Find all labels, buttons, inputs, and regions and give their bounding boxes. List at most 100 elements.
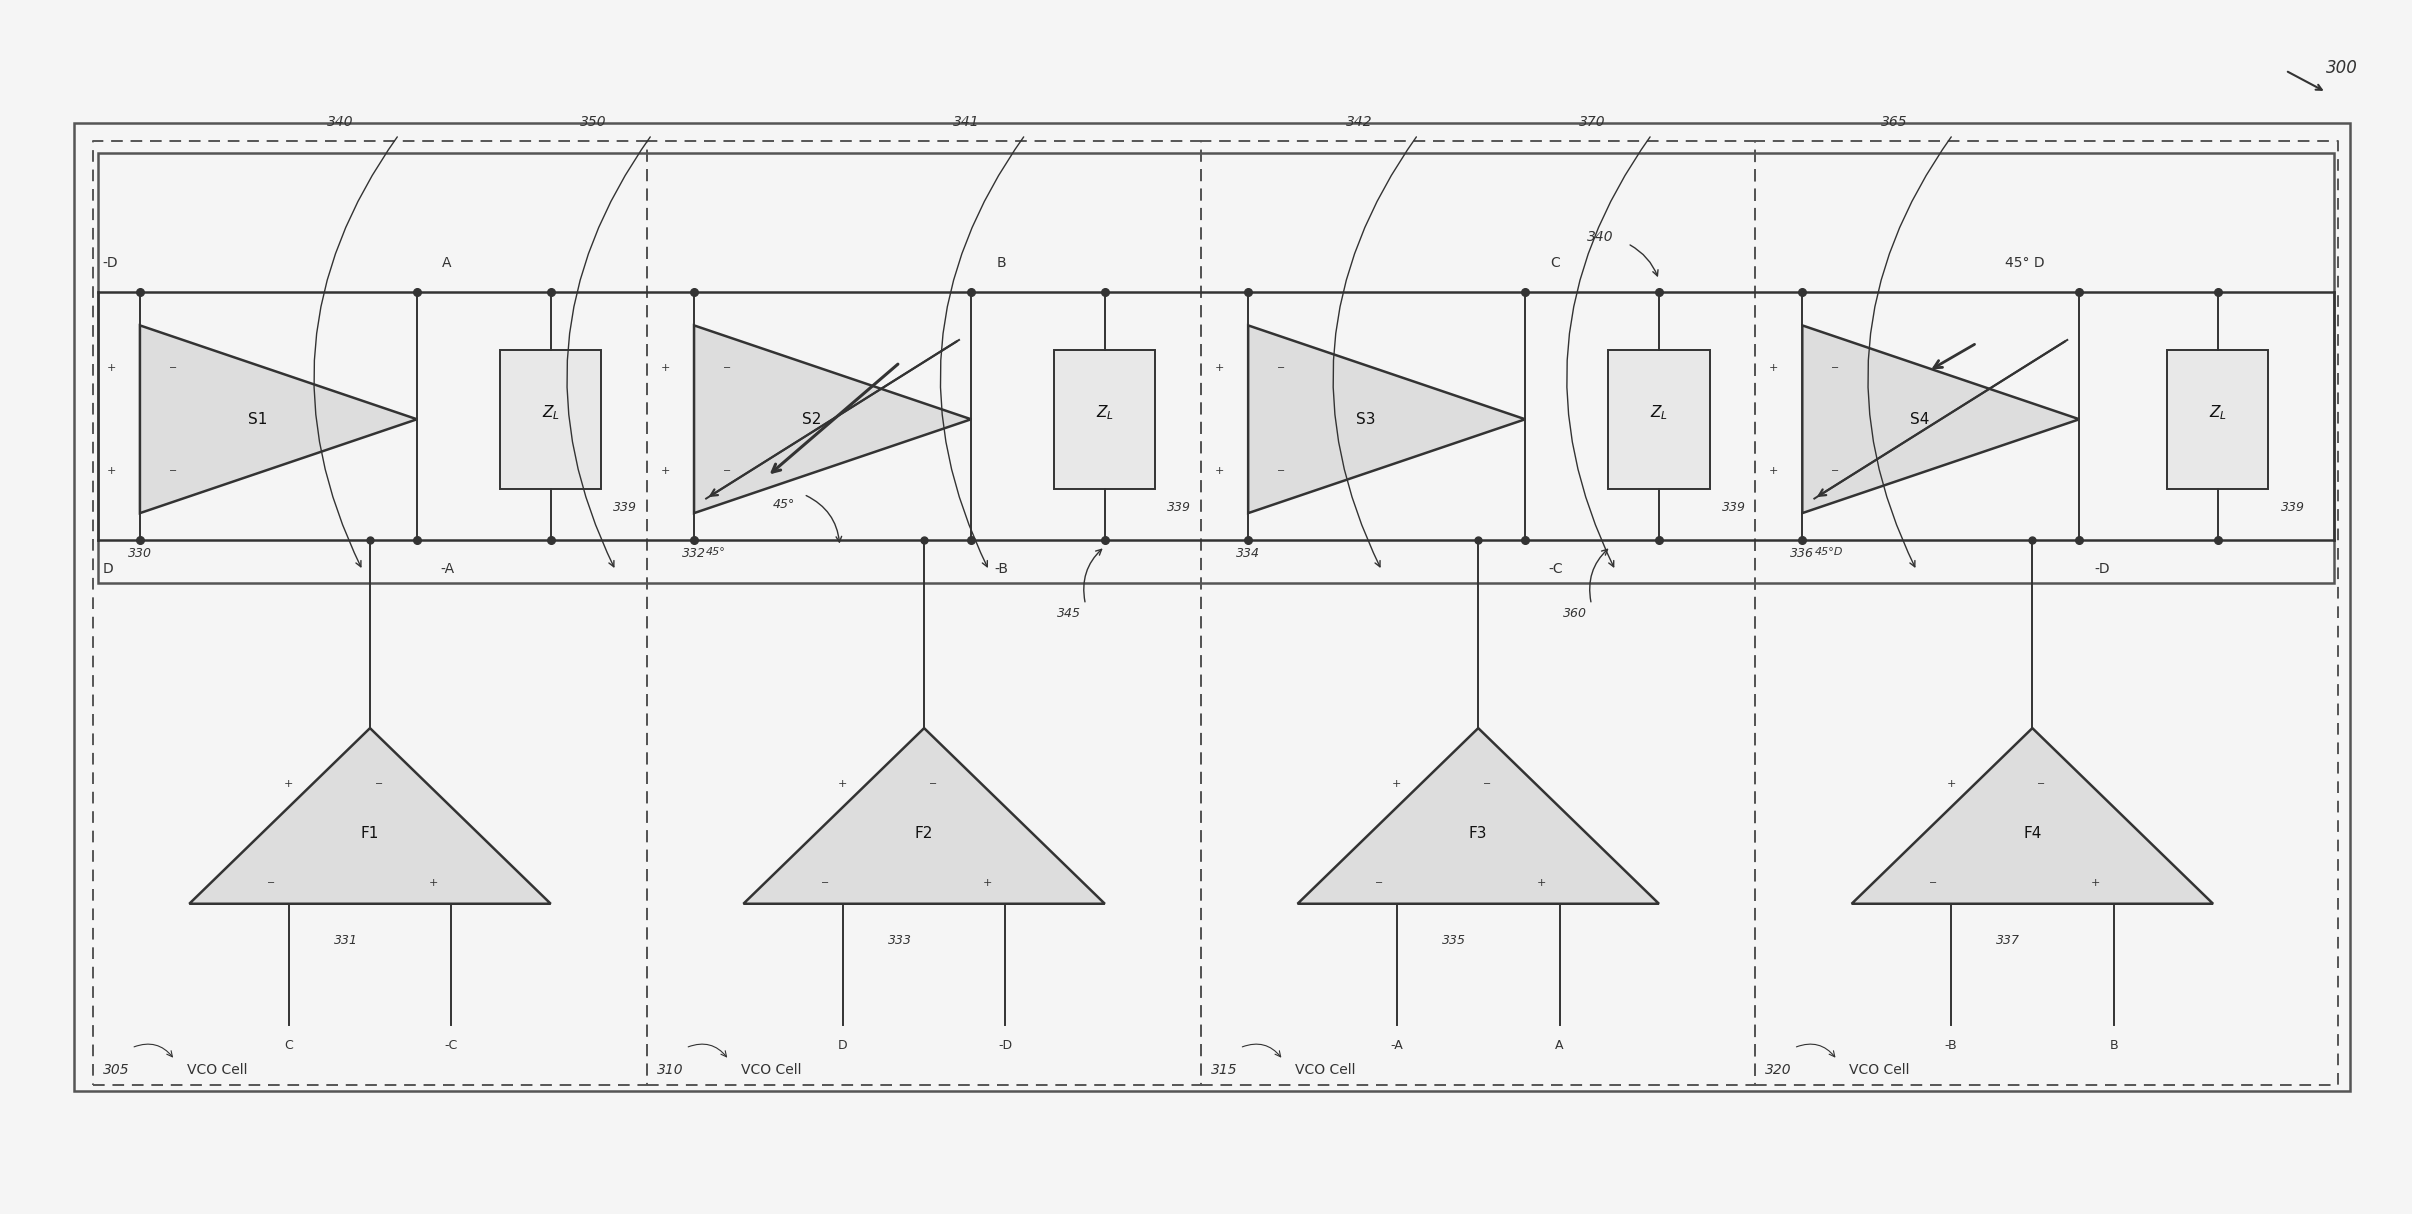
Text: 45°: 45° (774, 498, 796, 511)
Text: +: + (837, 779, 847, 789)
Text: -D: -D (2094, 562, 2110, 577)
Text: +: + (1392, 779, 1401, 789)
Text: -B: -B (994, 562, 1008, 577)
Bar (2168, 350, 2267, 489)
Text: 345: 345 (1056, 607, 1081, 620)
Text: +: + (106, 466, 116, 476)
Text: +: + (1216, 363, 1223, 373)
Text: A: A (1556, 1039, 1563, 1053)
Text: 339: 339 (613, 501, 637, 514)
Text: $Z_L$: $Z_L$ (1095, 403, 1114, 421)
Text: 45°D: 45°D (1814, 548, 1843, 557)
Text: D: D (104, 562, 113, 577)
Text: −: − (2038, 779, 2045, 789)
Bar (1609, 350, 1710, 489)
Polygon shape (1802, 325, 2079, 514)
Text: 335: 335 (1442, 934, 1466, 947)
Text: -D: -D (999, 1039, 1013, 1053)
Text: −: − (1930, 878, 1937, 887)
Text: 341: 341 (953, 114, 979, 129)
Text: −: − (374, 779, 384, 789)
Text: 330: 330 (128, 548, 152, 560)
Text: 339: 339 (1167, 501, 1192, 514)
Text: −: − (1483, 779, 1491, 789)
Text: C: C (1551, 256, 1561, 271)
Polygon shape (1852, 728, 2214, 903)
Text: 331: 331 (333, 934, 357, 947)
Text: 45° D: 45° D (2004, 256, 2045, 271)
Text: −: − (169, 363, 176, 373)
Text: +: + (106, 363, 116, 373)
Text: 320: 320 (1766, 1062, 1792, 1077)
Text: 339: 339 (1722, 501, 1746, 514)
Polygon shape (695, 325, 972, 514)
Text: 310: 310 (656, 1062, 683, 1077)
Text: -A: -A (1392, 1039, 1404, 1053)
Text: 305: 305 (104, 1062, 130, 1077)
Text: -B: -B (1944, 1039, 1959, 1053)
Text: −: − (268, 878, 275, 887)
Text: −: − (1375, 878, 1382, 887)
Text: 339: 339 (2279, 501, 2303, 514)
Text: 342: 342 (1346, 114, 1372, 129)
Text: $Z_L$: $Z_L$ (1650, 403, 1669, 421)
Text: 340: 340 (1587, 229, 1614, 244)
Text: +: + (982, 878, 991, 887)
Text: $Z_L$: $Z_L$ (2209, 403, 2226, 421)
Text: VCO Cell: VCO Cell (740, 1062, 801, 1077)
Text: 45°: 45° (707, 548, 726, 557)
Text: −: − (1831, 363, 1840, 373)
Text: 333: 333 (888, 934, 912, 947)
Text: 334: 334 (1235, 548, 1259, 560)
Text: 350: 350 (579, 114, 605, 129)
Text: +: + (1768, 363, 1778, 373)
Text: 365: 365 (1881, 114, 1908, 129)
Text: D: D (837, 1039, 847, 1053)
Text: 315: 315 (1211, 1062, 1237, 1077)
Text: −: − (724, 363, 731, 373)
Text: +: + (661, 466, 671, 476)
Polygon shape (743, 728, 1105, 903)
Text: +: + (661, 363, 671, 373)
Text: +: + (1768, 466, 1778, 476)
Text: F2: F2 (914, 826, 933, 841)
Text: −: − (169, 466, 176, 476)
Text: 360: 360 (1563, 607, 1587, 620)
Text: B: B (2110, 1039, 2118, 1053)
Text: 300: 300 (2325, 59, 2359, 76)
Text: A: A (441, 256, 451, 271)
Text: −: − (1276, 466, 1286, 476)
Text: F4: F4 (2024, 826, 2041, 841)
Text: -A: -A (439, 562, 453, 577)
Text: S3: S3 (1356, 412, 1375, 427)
Text: -C: -C (444, 1039, 458, 1053)
Text: -C: -C (1549, 562, 1563, 577)
Text: 336: 336 (1790, 548, 1814, 560)
Text: S2: S2 (803, 412, 822, 427)
Text: 337: 337 (1997, 934, 2021, 947)
Text: VCO Cell: VCO Cell (1850, 1062, 1910, 1077)
Text: S4: S4 (1910, 412, 1930, 427)
Text: −: − (820, 878, 830, 887)
Text: F1: F1 (362, 826, 379, 841)
Bar (499, 350, 601, 489)
Text: −: − (1831, 466, 1840, 476)
Polygon shape (1247, 325, 1524, 514)
Polygon shape (188, 728, 550, 903)
Text: 332: 332 (683, 548, 707, 560)
Text: −: − (724, 466, 731, 476)
Text: +: + (1216, 466, 1223, 476)
Bar (1054, 350, 1155, 489)
Text: +: + (285, 779, 294, 789)
Polygon shape (1298, 728, 1659, 903)
Text: 370: 370 (1580, 114, 1606, 129)
Text: +: + (1946, 779, 1956, 789)
Text: +: + (429, 878, 439, 887)
Text: VCO Cell: VCO Cell (1295, 1062, 1356, 1077)
Text: B: B (996, 256, 1006, 271)
Text: VCO Cell: VCO Cell (186, 1062, 248, 1077)
Text: F3: F3 (1469, 826, 1488, 841)
Text: +: + (1536, 878, 1546, 887)
Polygon shape (140, 325, 417, 514)
Text: C: C (285, 1039, 294, 1053)
